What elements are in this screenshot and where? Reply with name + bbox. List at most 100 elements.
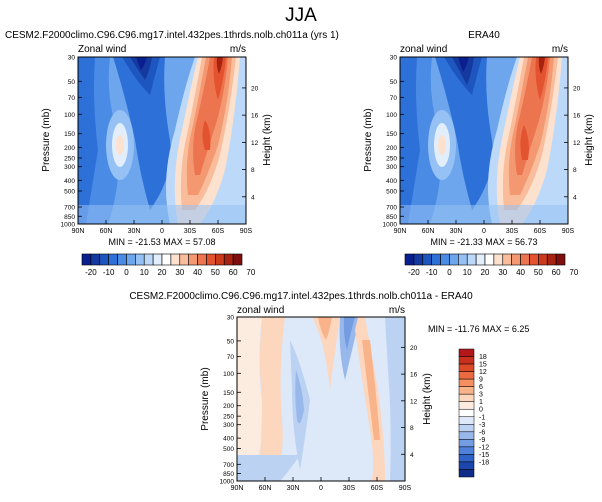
colorbar-swatch (404, 253, 415, 266)
height-tick-label: 12 (573, 140, 581, 147)
panel-title: CESM2.F2000climo.C96.C96.mg17.intel.432p… (5, 30, 339, 41)
y-tick-label: 400 (223, 436, 234, 443)
colorbar-swatch (117, 253, 127, 266)
colorbar-swatch (99, 253, 109, 266)
colorbar-label: 50 (211, 268, 220, 277)
region (258, 317, 285, 481)
region (122, 57, 160, 95)
colorbar-swatch (484, 253, 495, 266)
region (435, 57, 493, 210)
colorbar-label: 20 (158, 268, 167, 277)
height-tick-label: 4 (410, 452, 414, 459)
region (237, 455, 300, 481)
x-tick-label: 60S (212, 228, 225, 235)
region (213, 57, 226, 100)
colorbar-swatch (223, 253, 234, 266)
region (318, 317, 332, 340)
colorbar-swatch (458, 469, 475, 478)
colorbar-label: 30 (175, 268, 184, 277)
y-tick-label: 700 (223, 462, 234, 469)
x-tick-label: 30N (287, 485, 300, 492)
colorbar-swatch (431, 253, 441, 266)
colorbar-swatch (179, 253, 189, 266)
y-tick-label: 50 (390, 79, 398, 86)
region (216, 57, 223, 74)
region (312, 317, 340, 390)
colorbar-swatch (458, 393, 475, 402)
colorbar-label: -10 (426, 268, 438, 277)
height-tick-label: 8 (251, 167, 255, 174)
colorbar-swatch (475, 253, 486, 266)
colorbar-swatch (232, 253, 243, 266)
min-max-label: MIN = -21.53 MAX = 57.08 (108, 237, 215, 247)
colorbar-swatch (458, 253, 468, 266)
colorbar-label: -20 (85, 268, 97, 277)
y-tick-label: 200 (64, 145, 75, 152)
colorbar-label: 50 (534, 268, 543, 277)
height-tick-label: 20 (410, 345, 418, 352)
y-axis-right-label: Height (km) (584, 114, 595, 166)
height-tick-label: 12 (410, 398, 418, 405)
colorbar-swatch (152, 253, 163, 266)
colorbar-swatch (458, 356, 475, 365)
x-tick-label: 90N (72, 228, 85, 235)
y-tick-label: 700 (64, 205, 75, 212)
figure-title: JJA (285, 5, 317, 26)
colorbar-label: 60 (552, 268, 561, 277)
colorbar-label: 3 (479, 392, 483, 399)
panel-units: m/s (230, 44, 246, 55)
y-tick-label: 150 (223, 390, 234, 397)
y-tick-label: 150 (64, 131, 75, 138)
x-tick-label: 0 (160, 228, 164, 235)
colorbar-label: -9 (479, 437, 485, 444)
height-tick-label: 4 (573, 194, 577, 201)
colorbar-label: -10 (103, 268, 115, 277)
y-tick-label: 50 (227, 338, 235, 345)
x-tick-label: 30S (184, 228, 197, 235)
x-tick-label: 60S (534, 228, 547, 235)
panel-left-label: Zonal wind (78, 44, 126, 55)
colorbar-label: -6 (479, 429, 485, 436)
region (520, 125, 529, 160)
colorbar-label: -20 (408, 268, 420, 277)
y-tick-label: 500 (386, 188, 397, 195)
colorbar-swatch (458, 371, 475, 380)
y-axis-label: Pressure (mb) (200, 367, 211, 430)
height-tick-label: 20 (573, 85, 581, 92)
y-tick-label: 400 (386, 178, 397, 185)
colorbar-swatch (413, 253, 424, 266)
y-tick-label: 1000 (220, 479, 235, 486)
colorbar-label: 12 (479, 369, 487, 376)
region (202, 120, 211, 150)
x-tick-label: 30N (450, 228, 463, 235)
min-max-label: MIN = -21.33 MAX = 56.73 (430, 237, 537, 247)
panel-units: m/s (389, 305, 405, 316)
y-tick-label: 1000 (61, 222, 76, 229)
colorbar-swatch (458, 439, 475, 448)
region (400, 57, 420, 224)
y-tick-label: 400 (64, 178, 75, 185)
colorbar-swatch (458, 408, 475, 418)
colorbar-swatch (493, 253, 504, 266)
colorbar-swatch (555, 253, 566, 266)
region (400, 205, 568, 224)
y-tick-label: 850 (223, 471, 234, 478)
colorbar-swatch (502, 253, 512, 266)
y-tick-label: 250 (64, 155, 75, 162)
y-axis-right-label: Height (km) (422, 373, 433, 425)
colorbar-swatch (511, 253, 521, 266)
colorbar-swatch (546, 253, 557, 266)
height-tick-label: 16 (251, 113, 259, 120)
x-tick-label: 30S (506, 228, 519, 235)
colorbar-label: 70 (569, 268, 578, 277)
region (538, 57, 545, 74)
colorbar-swatch (458, 378, 475, 387)
colorbar-top-left: -20 -10 0 10 20 30 40 50 60 70 (81, 253, 256, 277)
height-tick-label: 16 (573, 113, 581, 120)
region (78, 57, 98, 224)
colorbar-label: 10 (140, 268, 149, 277)
panel-obs: ERA40 zonal wind m/s Pressure (mb) H (363, 30, 595, 247)
x-tick-label: 30S (343, 485, 356, 492)
